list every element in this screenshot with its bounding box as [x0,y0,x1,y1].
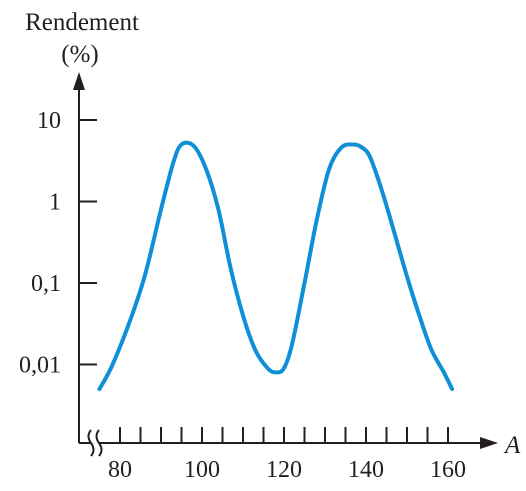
y-axis-unit: (%) [61,41,98,68]
y-tick-label: 1 [49,190,61,216]
x-tick-label: 80 [108,457,132,483]
y-tick-label: 0,01 [19,353,61,379]
x-tick-label: 100 [184,457,220,483]
yield-curve [97,140,455,391]
x-tick-label: 160 [430,457,466,483]
y-axis-arrow [73,72,85,90]
x-axis-arrow [480,437,498,449]
x-tick-label: 140 [348,457,384,483]
y-tick-label: 10 [37,108,61,134]
y-tick-label: 0,1 [31,271,61,297]
x-tick-label: 120 [266,457,302,483]
y-axis-title: Rendement [25,9,139,36]
x-axis-title: A [503,432,521,459]
x-ticks: 80 100 120 140 160 [108,427,466,483]
y-ticks: 10 1 0,1 0,01 [19,108,97,379]
series-layer [97,140,455,391]
